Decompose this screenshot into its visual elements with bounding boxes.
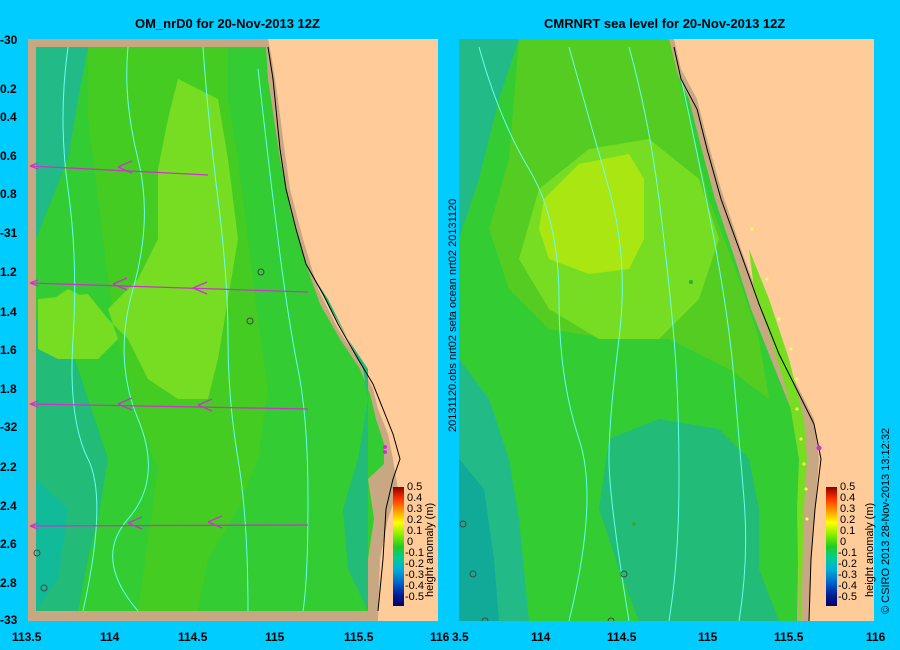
x-tick-label: 115.5: [774, 630, 804, 644]
colorbar-tick: 0.1: [840, 525, 856, 537]
x-tick-label: 115.5: [344, 630, 374, 644]
x-tick-label: 115: [265, 630, 285, 644]
colorbar-tick: -0.2: [838, 558, 857, 570]
colorbar-tick: -0.4: [405, 580, 424, 592]
colorbar-tick: 0.3: [840, 503, 856, 515]
right-map: [459, 39, 874, 621]
colorbar-tick: 0.4: [407, 492, 423, 504]
colorbar-tick: 0: [840, 536, 847, 548]
colorbar-tick: -0.1: [838, 547, 857, 559]
left-map-title: OM_nrD0 for 20-Nov-2013 12Z: [135, 16, 320, 31]
colorbar-label: height anomaly (m): [424, 502, 436, 597]
y-tick-label: 1.2: [0, 265, 17, 279]
x-tick-label: 116: [866, 630, 886, 644]
colorbar-tick: -0.2: [405, 558, 424, 570]
y-tick-label: 1.6: [0, 343, 17, 357]
y-tick-label: -33: [0, 613, 18, 627]
dataset-label: 20131120.obs nrt02 seta ocean nrt02 2013…: [447, 198, 459, 432]
x-tick-label: 114.5: [607, 630, 637, 644]
x-tick-label: 115: [698, 630, 718, 644]
colorbar-tick: -0.3: [405, 569, 424, 581]
colorbar-label: height anomaly (m): [864, 502, 876, 597]
colorbar-gradient: [393, 487, 404, 606]
right-map-title: CMRNRT sea level for 20-Nov-2013 12Z: [544, 16, 786, 31]
y-tick-label: -31: [0, 226, 18, 240]
x-tick-label: 116: [430, 630, 450, 644]
colorbar-tick: 0.5: [407, 481, 423, 493]
y-tick-label: 2.2: [0, 460, 17, 474]
credit-label: © CSIRO 2013 28-Nov-2013 13:12:32: [880, 427, 892, 614]
y-tick-label: 1.8: [0, 382, 17, 396]
y-tick-label: -30: [0, 33, 18, 47]
x-tick-label: 113.5: [12, 630, 42, 644]
colorbar-tick: 0.1: [407, 525, 423, 537]
colorbar-tick: -0.3: [838, 569, 857, 581]
colorbar-tick: 0: [407, 536, 414, 548]
y-tick-label: 2.6: [0, 537, 17, 551]
y-tick-label: -32: [0, 420, 18, 434]
y-tick-label: 0.4: [0, 110, 17, 124]
y-tick-label: 0.2: [0, 82, 17, 96]
y-tick-label: 0.8: [0, 187, 17, 201]
left-map: [28, 39, 438, 621]
colorbar-tick: 0.4: [840, 492, 856, 504]
y-tick-label: 2.8: [0, 576, 17, 590]
y-tick-label: 1.4: [0, 305, 17, 319]
colorbar-tick: -0.5: [405, 591, 424, 603]
colorbar-tick: 0.2: [840, 514, 856, 526]
colorbar-gradient: [826, 487, 837, 606]
colorbar-tick: -0.5: [838, 591, 857, 603]
colorbar-tick: -0.1: [405, 547, 424, 559]
colorbar-tick: 0.5: [840, 481, 856, 493]
x-tick-label: 114: [531, 630, 551, 644]
x-tick-label: 114: [100, 630, 120, 644]
y-tick-label: 2.4: [0, 499, 17, 513]
y-tick-label: 0.6: [0, 149, 17, 163]
colorbar-tick: 0.3: [407, 503, 423, 515]
x-tick-label: 3.5: [452, 630, 469, 644]
colorbar-tick: -0.4: [838, 580, 857, 592]
x-tick-label: 114.5: [178, 630, 208, 644]
colorbar-tick: 0.2: [407, 514, 423, 526]
